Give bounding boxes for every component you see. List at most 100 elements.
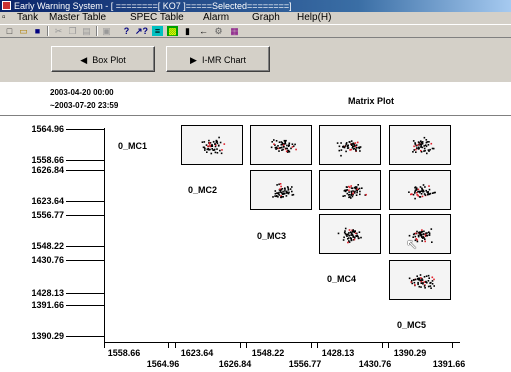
new-icon[interactable]: □ — [6, 26, 13, 36]
menu-spec-table[interactable]: SPEC Table — [130, 12, 184, 23]
scatter-point — [276, 195, 278, 197]
scatter-point — [415, 148, 417, 151]
scatter-point — [278, 150, 280, 152]
scatter-point — [354, 144, 356, 147]
scatter-point — [284, 140, 286, 142]
scatter-point — [340, 142, 342, 144]
y-min-label: 1428.13 — [31, 288, 64, 298]
scatter-point — [355, 144, 358, 146]
scatter-point — [412, 193, 415, 196]
scatter-point — [425, 139, 428, 141]
scatter-point — [417, 281, 419, 284]
variable-label: 0_MC2 — [188, 185, 218, 195]
scatter-point — [412, 233, 415, 236]
scatter-point — [426, 234, 428, 237]
scatter-point — [353, 191, 355, 193]
variable-label: 0_MC1 — [118, 141, 148, 151]
scatter-point — [287, 145, 290, 147]
menu-master-table[interactable]: Master Table — [49, 12, 107, 23]
scatter-point — [354, 190, 356, 193]
scatter-point — [356, 191, 358, 194]
y-tick — [66, 129, 105, 130]
scatter-point — [421, 195, 424, 198]
scatter-point — [427, 144, 430, 146]
scatter-point — [420, 146, 422, 148]
scatter-point — [291, 186, 293, 188]
paste-icon[interactable]: ▤ — [82, 26, 91, 36]
scatter-point — [354, 187, 357, 190]
chart-icon[interactable]: ≡ — [152, 26, 163, 36]
y-min-label: 1558.66 — [31, 155, 64, 165]
scatter-point — [338, 149, 341, 152]
whats-this-icon[interactable]: ↗? — [135, 26, 149, 36]
data-icon[interactable]: ▩ — [167, 26, 178, 36]
x-min-label: 1390.29 — [393, 348, 427, 358]
scatter-point — [342, 145, 345, 148]
menu-help[interactable]: Help(H) — [297, 12, 332, 23]
scatter-point — [206, 151, 208, 153]
scatter-point — [418, 147, 420, 150]
scatter-point — [352, 148, 355, 150]
scatter-point — [353, 231, 356, 233]
scatter-point — [209, 148, 211, 151]
open-icon[interactable]: ▭ — [19, 26, 28, 36]
save-icon[interactable]: ■ — [34, 26, 41, 36]
menu-graph[interactable]: Graph — [252, 12, 280, 23]
range-start: 2003-04-20 00:00 — [50, 88, 114, 97]
scatter-point — [350, 185, 352, 187]
menu-tank[interactable]: Tank — [17, 12, 39, 23]
x-min-label: 1558.66 — [107, 348, 141, 358]
scatter-point — [419, 232, 422, 235]
report-icon[interactable]: ▦ — [230, 26, 239, 36]
variable-label: 0_MC4 — [327, 274, 357, 284]
variable-label: 0_MC3 — [257, 231, 287, 241]
scatter-point — [412, 151, 414, 153]
scatter-point — [340, 149, 343, 151]
scatter-cell — [389, 125, 451, 165]
x-max-label: 1564.96 — [146, 359, 180, 369]
select-icon[interactable]: ▮ — [185, 26, 190, 36]
scatter-point — [419, 196, 422, 198]
box-plot-button[interactable]: ◀ Box Plot — [51, 46, 155, 72]
print-icon[interactable]: ▣ — [102, 26, 111, 36]
scatter-point — [348, 185, 350, 188]
scatter-point — [274, 190, 277, 192]
scatter-point — [353, 143, 355, 146]
scatter-point — [221, 149, 223, 151]
scatter-point — [277, 147, 280, 150]
scatter-point — [421, 141, 424, 143]
scatter-point — [414, 186, 417, 188]
settings-icon[interactable]: ⚙ — [214, 26, 223, 36]
scatter-point — [412, 236, 414, 238]
scatter-point — [419, 191, 421, 194]
back-icon[interactable]: ← — [199, 26, 208, 36]
scatter-point — [427, 192, 429, 194]
y-min-label: 1623.64 — [31, 196, 64, 206]
scatter-point — [425, 145, 428, 148]
scatter-point — [413, 149, 415, 151]
scatter-point — [207, 147, 209, 150]
scatter-point — [345, 234, 348, 236]
scatter-point — [285, 147, 287, 150]
scatter-point — [208, 149, 210, 151]
scatter-point — [350, 197, 352, 199]
scatter-point — [346, 235, 348, 237]
scatter-cell — [319, 214, 381, 254]
scatter-point — [347, 145, 349, 148]
x-min-label: 1428.13 — [321, 348, 355, 358]
copy-icon[interactable]: ❐ — [68, 26, 77, 36]
scatter-point — [417, 188, 420, 191]
scatter-point — [344, 232, 347, 235]
scatter-point — [356, 189, 358, 192]
scatter-point — [413, 145, 415, 148]
scatter-point — [430, 228, 433, 230]
help-icon[interactable]: ? — [123, 26, 130, 36]
cut-icon[interactable]: ✂ — [54, 26, 63, 36]
scatter-point — [423, 145, 425, 147]
imr-chart-button[interactable]: ▶ I-MR Chart — [166, 46, 270, 72]
menu-alarm[interactable]: Alarm — [203, 12, 230, 23]
scatter-point — [420, 190, 423, 192]
scatter-point — [212, 149, 214, 151]
scatter-point — [277, 196, 279, 198]
scatter-point — [209, 145, 212, 148]
